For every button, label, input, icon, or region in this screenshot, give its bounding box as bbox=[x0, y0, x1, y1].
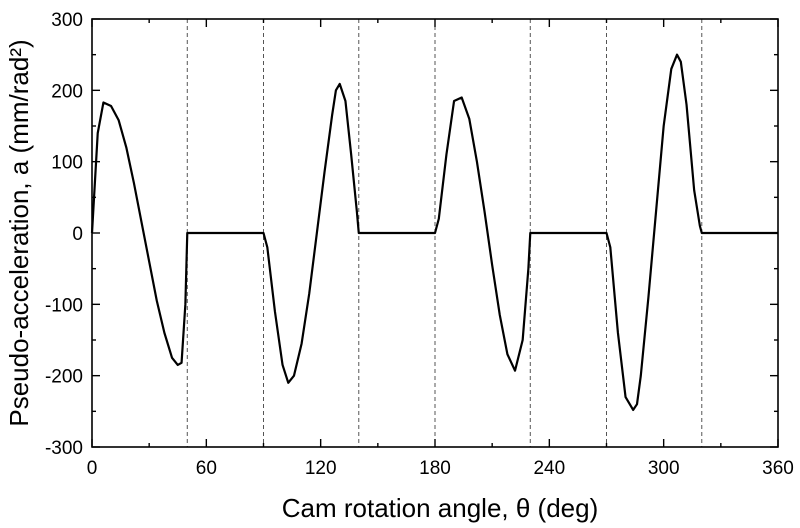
y-tick-label: -200 bbox=[45, 367, 83, 388]
reference-lines bbox=[186, 19, 703, 447]
y-tick-label: -300 bbox=[45, 438, 83, 459]
y-tick-labels: -300 -200 -100 0 100 200 300 bbox=[45, 10, 83, 459]
y-tick-label: 200 bbox=[51, 81, 83, 102]
y-tick-label: 300 bbox=[51, 10, 83, 31]
x-tick-label: 0 bbox=[87, 458, 98, 479]
x-tick-label: 120 bbox=[305, 458, 337, 479]
series-line bbox=[90, 53, 778, 412]
x-tick-labels: 0 60 120 180 240 300 360 bbox=[87, 458, 794, 479]
y-axis-label: Pseudo-acceleration, a (mm/rad²) bbox=[4, 39, 34, 426]
y-tick-label: -100 bbox=[45, 295, 83, 316]
x-tick-label: 300 bbox=[648, 458, 680, 479]
axis-ticks bbox=[91, 18, 779, 448]
y-tick-label: 100 bbox=[51, 153, 83, 174]
x-tick-label: 60 bbox=[196, 458, 217, 479]
y-tick-label: 0 bbox=[72, 224, 83, 245]
x-tick-label: 180 bbox=[419, 458, 451, 479]
x-tick-label: 360 bbox=[762, 458, 794, 479]
x-tick-label: 240 bbox=[533, 458, 565, 479]
x-axis-label: Cam rotation angle, θ (deg) bbox=[282, 493, 599, 523]
